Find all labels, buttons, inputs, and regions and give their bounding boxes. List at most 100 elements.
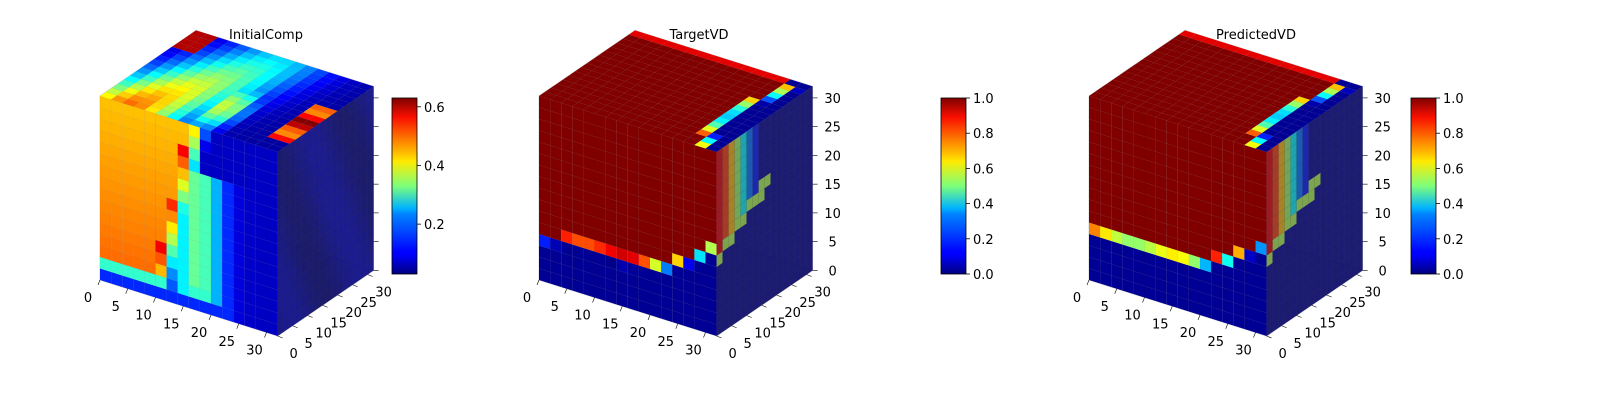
- y-tick-label: 15: [769, 316, 786, 331]
- z-tick-label: 30: [824, 92, 841, 107]
- y-tick-label: 5: [304, 337, 312, 352]
- y-tick-mark: [716, 335, 722, 339]
- x-tick-mark: [1086, 279, 1090, 286]
- y-tick-mark: [1326, 294, 1332, 298]
- y-tick-label: 25: [360, 296, 377, 311]
- y-tick-label: 25: [1349, 296, 1366, 311]
- y-tick-label: 0: [1278, 347, 1286, 362]
- y-tick-mark: [1296, 315, 1302, 318]
- x-tick-mark: [1169, 306, 1173, 312]
- z-tick-label: 0: [1378, 264, 1386, 279]
- x-tick-label: 10: [1124, 309, 1141, 324]
- z-tick-label: 10: [1374, 207, 1391, 222]
- colorbar-tick-label: 0.2: [973, 233, 994, 248]
- x-tick-label: 0: [1073, 291, 1081, 306]
- x-tick-mark: [703, 332, 706, 338]
- y-tick-mark: [292, 325, 298, 329]
- colorbar: [940, 97, 967, 275]
- z-tick-label: 15: [1374, 178, 1391, 193]
- y-tick-mark: [791, 284, 797, 288]
- y-tick-label: 5: [1293, 337, 1301, 352]
- colorbar-tick-label: 0.4: [973, 198, 994, 213]
- y-tick-label: 0: [728, 347, 736, 362]
- y-tick-mark: [337, 294, 343, 298]
- y-tick-mark: [1356, 274, 1362, 277]
- z-tick-label: 30: [1374, 92, 1391, 107]
- voxel-side: [1356, 86, 1363, 103]
- colorbar-tick-label: 0.6: [973, 162, 994, 177]
- voxel-side: [367, 86, 374, 103]
- y-tick-mark: [367, 274, 373, 277]
- x-tick-mark: [236, 323, 240, 329]
- x-tick-label: 5: [551, 300, 559, 315]
- y-tick-mark: [731, 325, 737, 329]
- x-tick-mark: [592, 297, 595, 303]
- colorbar-tick-label: 0.8: [973, 127, 994, 142]
- voxel-side: [806, 86, 813, 103]
- x-tick-mark: [153, 297, 156, 303]
- chart-title: TargetVD: [668, 28, 728, 43]
- z-tick-label: 25: [1374, 121, 1391, 136]
- side-shade: [716, 86, 813, 337]
- colorbar: [1410, 97, 1437, 275]
- y-tick-label: 30: [814, 286, 831, 301]
- y-tick-mark: [277, 335, 283, 339]
- y-tick-label: 0: [289, 347, 297, 362]
- x-tick-label: 10: [574, 309, 591, 324]
- x-tick-mark: [619, 306, 623, 312]
- x-tick-label: 15: [1152, 317, 1169, 332]
- y-tick-mark: [1341, 284, 1347, 288]
- x-tick-label: 25: [657, 335, 674, 350]
- x-tick-mark: [264, 332, 267, 338]
- z-tick-label: 10: [824, 207, 841, 222]
- colorbar-tick-label: 1.0: [973, 92, 994, 107]
- x-tick-label: 0: [523, 291, 531, 306]
- y-tick-label: 20: [784, 306, 801, 321]
- colorbar-tick-label: 1.0: [1443, 92, 1464, 107]
- x-tick-mark: [647, 314, 651, 321]
- z-tick-label: 20: [824, 149, 841, 164]
- side-shade: [277, 86, 374, 337]
- y-tick-label: 10: [1304, 327, 1321, 342]
- colorbar-tick-label: 0.4: [424, 159, 445, 174]
- colorbar-tick-label: 0.6: [424, 101, 445, 116]
- colorbar-tick-label: 0.0: [1443, 268, 1464, 283]
- x-tick-mark: [564, 288, 568, 294]
- y-tick-mark: [1311, 304, 1317, 308]
- y-tick-label: 10: [315, 327, 332, 342]
- x-tick-label: 10: [135, 309, 152, 324]
- x-tick-mark: [208, 314, 212, 321]
- z-tick-label: 20: [1374, 149, 1391, 164]
- x-tick-mark: [1142, 297, 1145, 303]
- x-tick-label: 0: [84, 291, 92, 306]
- side-shade: [1266, 86, 1363, 337]
- y-tick-mark: [307, 315, 313, 318]
- chart-title: PredictedVD: [1216, 28, 1296, 43]
- x-tick-label: 30: [1235, 344, 1252, 359]
- colorbar-tick-label: 0.8: [1443, 127, 1464, 142]
- x-tick-label: 25: [218, 335, 235, 350]
- x-tick-label: 20: [1180, 326, 1197, 341]
- y-tick-mark: [1266, 335, 1272, 339]
- chart-title: InitialComp: [229, 28, 303, 43]
- x-tick-mark: [97, 279, 101, 286]
- y-tick-label: 15: [330, 316, 347, 331]
- y-tick-label: 10: [754, 327, 771, 342]
- y-tick-mark: [352, 284, 358, 288]
- x-tick-label: 30: [246, 344, 263, 359]
- y-tick-mark: [322, 304, 328, 308]
- x-tick-label: 15: [602, 317, 619, 332]
- z-tick-label: 0: [828, 264, 836, 279]
- x-tick-mark: [536, 279, 540, 286]
- x-tick-label: 5: [1101, 300, 1109, 315]
- x-tick-mark: [1253, 332, 1256, 338]
- z-tick-label: 25: [824, 121, 841, 136]
- z-tick-label: 5: [1378, 236, 1386, 251]
- y-tick-mark: [776, 294, 782, 298]
- y-tick-label: 25: [799, 296, 816, 311]
- colorbar: [391, 97, 418, 275]
- y-tick-label: 30: [1364, 286, 1381, 301]
